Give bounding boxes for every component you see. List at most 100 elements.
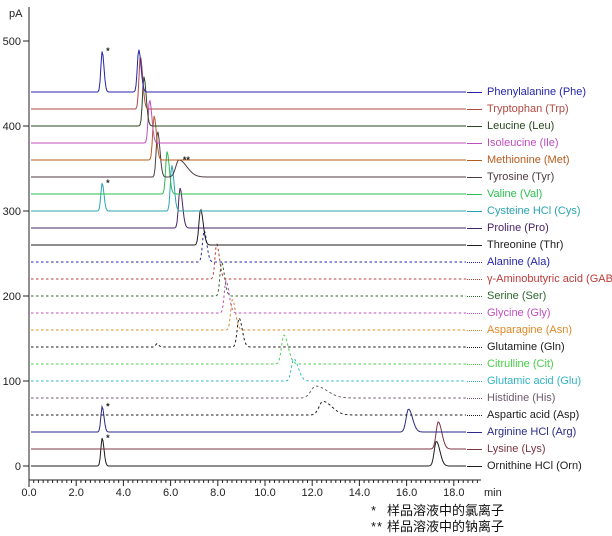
trace-label-row: Asparagine (Asn): [467, 324, 572, 337]
trace-line-Tyr: [31, 131, 466, 178]
trace-label-row: Methionine (Met): [467, 154, 570, 167]
footnote-sodium-text: 样品溶液中的钠离子: [387, 519, 505, 534]
trace-label-row: Valine (Val): [467, 188, 542, 201]
trace-line-Orn: [31, 437, 466, 467]
trace-swatch: [467, 261, 482, 263]
trace-line-Ala: [31, 229, 466, 263]
trace-swatch: [467, 312, 482, 314]
trace-line-Ile: [31, 100, 466, 144]
trace-swatch: [467, 431, 482, 433]
x-tick-label: 2.0: [69, 487, 84, 499]
trace-label: Asparagine (Asn): [487, 323, 572, 336]
peak-marker: **: [183, 155, 191, 165]
trace-label: Proline (Pro): [487, 221, 549, 234]
peak-marker: *: [106, 46, 110, 56]
trace-swatch: [467, 346, 482, 348]
trace-line-Asp: [31, 400, 466, 416]
trace-swatch: [467, 176, 482, 178]
trace-label-row: Cysteine HCl (Cys): [467, 205, 581, 218]
peak-marker: *: [106, 178, 110, 188]
trace-label: Leucine (Leu): [487, 119, 555, 132]
trace-swatch: [467, 125, 482, 127]
footnote-chloride-text: 样品溶液中的氯离子: [387, 503, 505, 518]
trace-label-row: Glutamine (Gln): [467, 341, 565, 354]
trace-label-row: Arginine HCl (Arg): [467, 426, 576, 439]
trace-swatch: [467, 210, 482, 212]
trace-line-Val: [31, 151, 466, 195]
trace-label: Citrulline (Cit): [487, 357, 554, 370]
trace-swatch: [467, 193, 482, 195]
trace-swatch: [467, 278, 482, 280]
trace-label-row: Tyrosine (Tyr): [467, 171, 554, 184]
trace-line-Arg: [31, 404, 466, 433]
trace-label: Alanine (Ala): [487, 255, 550, 268]
trace-label: Tyrosine (Tyr): [487, 170, 555, 183]
trace-label: Valine (Val): [487, 187, 543, 200]
trace-line-Thr: [31, 208, 466, 246]
trace-swatch: [467, 91, 482, 93]
trace-swatch: [467, 448, 482, 450]
peak-marker: *: [106, 402, 110, 412]
trace-label-row: Threonine (Thr): [467, 239, 563, 252]
trace-label: Isoleucine (Ile): [487, 136, 559, 149]
trace-label: Phenylalanine (Phe): [487, 85, 587, 98]
trace-swatch: [467, 329, 482, 331]
trace-line-Cit: [31, 334, 466, 365]
y-tick-label: 500: [3, 36, 21, 48]
footnote-sodium: ** 样品溶液中的钠离子: [371, 519, 504, 535]
trace-swatch: [467, 108, 482, 110]
x-tick-label: 0.0: [21, 487, 36, 499]
trace-label-row: Ornithine HCl (Orn): [467, 460, 582, 473]
trace-swatch: [467, 227, 482, 229]
trace-swatch: [467, 142, 482, 144]
trace-label-row: Serine (Ser): [467, 290, 546, 303]
x-tick-label: 10.0: [254, 487, 275, 499]
trace-line-GABA: [31, 243, 466, 280]
y-axis-unit: pA: [9, 8, 23, 20]
trace-label: Arginine HCl (Arg): [487, 425, 577, 438]
trace-swatch: [467, 244, 482, 246]
x-tick-label: 4.0: [116, 487, 131, 499]
trace-line-Gln: [31, 317, 466, 348]
trace-swatch: [467, 380, 482, 382]
trace-line-Trp: [31, 57, 466, 110]
y-tick-label: 400: [3, 121, 21, 133]
trace-line-Leu: [31, 76, 466, 127]
trace-label: Threonine (Thr): [487, 238, 564, 251]
footnote-chloride: * 样品溶液中的氯离子: [371, 503, 504, 519]
trace-label: Glutamic acid (Glu): [487, 374, 582, 387]
trace-label-row: Glutamic acid (Glu): [467, 375, 581, 388]
trace-swatch: [467, 159, 482, 161]
trace-line-His: [31, 385, 466, 399]
trace-label: Histidine (His): [487, 391, 556, 404]
trace-label-row: Lysine (Lys): [467, 443, 545, 456]
trace-swatch: [467, 363, 482, 365]
trace-label: Aspartic acid (Asp): [487, 408, 580, 421]
x-tick-label: 18.0: [443, 487, 464, 499]
trace-line-Glu: [31, 358, 466, 382]
trace-swatch: [467, 295, 482, 297]
footnotes: * 样品溶液中的氯离子 ** 样品溶液中的钠离子: [371, 503, 504, 535]
trace-label-row: Phenylalanine (Phe): [467, 86, 586, 99]
trace-line-Cys: [31, 165, 466, 212]
y-tick-label: 200: [3, 291, 21, 303]
x-tick-label: 14.0: [349, 487, 370, 499]
trace-label: Serine (Ser): [487, 289, 547, 302]
trace-line-Ser: [31, 261, 466, 297]
trace-swatch: [467, 397, 482, 399]
trace-label: Ornithine HCl (Orn): [487, 459, 582, 472]
x-tick-label: 16.0: [396, 487, 417, 499]
trace-label: Lysine (Lys): [487, 442, 546, 455]
y-tick-label: 0: [15, 461, 21, 473]
y-tick-label: 100: [3, 376, 21, 388]
trace-label-row: γ-Aminobutyric acid (GABA): [467, 273, 612, 286]
trace-label: Glutamine (Gln): [487, 340, 565, 353]
trace-label-row: Tryptophan (Trp): [467, 103, 569, 116]
x-tick-label: 8.0: [210, 487, 225, 499]
x-axis-unit: min: [484, 487, 502, 499]
trace-label-row: Histidine (His): [467, 392, 555, 405]
y-tick-label: 300: [3, 206, 21, 218]
trace-label: Cysteine HCl (Cys): [487, 204, 581, 217]
